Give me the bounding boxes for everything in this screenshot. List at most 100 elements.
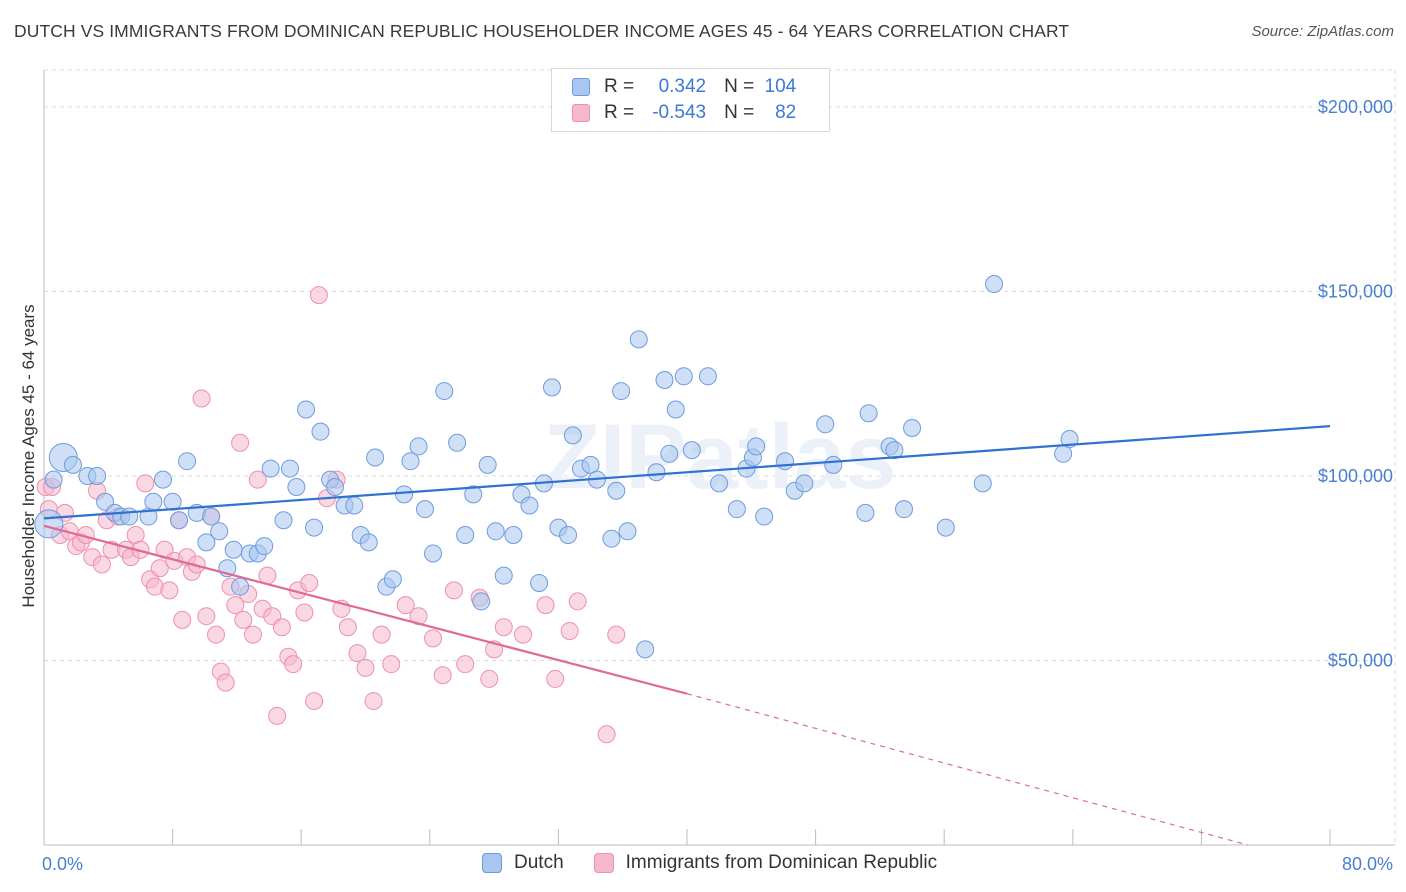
bottom-legend-swatch-dominican: [593, 853, 614, 873]
data-point-dutch: [504, 526, 523, 544]
data-point-dutch: [795, 474, 814, 493]
data-point-dutch: [231, 577, 250, 596]
data-point-dutch: [698, 367, 717, 386]
data-point-dominican: [243, 625, 262, 644]
data-point-dominican: [207, 625, 226, 644]
data-point-dutch: [478, 455, 497, 474]
data-point-dutch: [559, 526, 578, 544]
data-point-dutch: [607, 481, 626, 500]
data-point-dominican: [338, 618, 357, 637]
data-point-dominican: [136, 474, 155, 493]
data-point-dutch: [486, 522, 505, 541]
data-point-dutch: [985, 275, 1004, 294]
data-point-dutch: [973, 474, 992, 493]
data-point-dominican: [480, 669, 499, 688]
legend-row-dominican: R = -0.543 N = 82: [572, 101, 796, 125]
data-point-dutch: [936, 518, 955, 537]
data-point-dutch: [280, 459, 299, 478]
data-point-dominican: [216, 673, 235, 692]
data-point-dutch: [674, 367, 693, 386]
data-point-dutch: [747, 437, 766, 456]
data-point-dutch: [297, 400, 316, 419]
axes: [43, 70, 1395, 846]
data-point-dutch: [305, 518, 324, 537]
data-point-dutch: [120, 507, 139, 526]
data-point-dominican: [396, 596, 415, 615]
y-axis-title: Householder Income Ages 45 - 64 years: [19, 304, 38, 607]
watermark: ZIPatlas: [544, 406, 897, 508]
data-point-dominican: [173, 610, 192, 629]
data-point-dutch: [1060, 430, 1079, 449]
legend: R = 0.342 N = 104 R = -0.543 N = 82: [551, 68, 830, 132]
trend-line-dominican: [43, 524, 688, 695]
x-tick-labels: 0.0% 80.0%: [42, 854, 1393, 874]
data-point-dutch: [655, 371, 674, 389]
chart-title: DUTCH VS IMMIGRANTS FROM DOMINICAN REPUB…: [14, 21, 1070, 41]
data-point-dominican: [372, 625, 391, 644]
data-point-dutch: [464, 485, 483, 504]
data-point-dutch: [636, 640, 655, 659]
data-point-dominican: [514, 625, 533, 644]
y-tick-label: $50,000: [1328, 650, 1393, 670]
data-point-dutch: [618, 522, 637, 541]
data-point-dutch: [383, 570, 402, 589]
data-point-dutch: [727, 500, 746, 519]
data-point-dominican: [150, 559, 169, 578]
data-point-dutch: [435, 382, 454, 401]
data-point-dominican: [305, 692, 324, 711]
data-point-dominican: [295, 603, 314, 622]
data-point-dominican: [597, 725, 616, 744]
data-point-dutch: [710, 474, 729, 493]
data-point-dominican: [272, 618, 291, 637]
data-point-dutch: [895, 500, 914, 519]
bottom-legend: Dutch Immigrants from Dominican Republic: [482, 852, 967, 874]
data-point-dutch: [530, 573, 549, 592]
source-label: Source: ZipAtlas.com: [1251, 23, 1394, 40]
bottom-legend-item-dutch: Dutch: [482, 852, 564, 874]
legend-n-value: 82: [775, 102, 797, 123]
data-point-dominican: [433, 666, 452, 685]
data-point-dutch: [424, 544, 443, 563]
data-point-dutch: [366, 448, 385, 467]
legend-row-dutch: R = 0.342 N = 104: [572, 75, 796, 99]
data-point-dutch: [494, 566, 513, 585]
data-point-dutch: [448, 433, 467, 452]
data-point-dutch: [816, 415, 835, 434]
bottom-legend-label-dutch: Dutch: [514, 852, 564, 873]
y-tick-label: $200,000: [1318, 97, 1393, 117]
data-point-dutch: [63, 455, 82, 474]
data-point-dominican: [160, 581, 179, 600]
data-point-dutch: [202, 507, 221, 526]
data-point-dutch: [274, 511, 293, 530]
data-point-dutch: [647, 463, 666, 482]
data-point-dominican: [197, 607, 216, 626]
bottom-legend-label-dominican: Immigrants from Dominican Republic: [625, 852, 938, 873]
data-point-dutch: [472, 592, 491, 611]
bottom-legend-swatch-dutch: [482, 853, 502, 873]
trend-line-dutch: [43, 425, 1331, 520]
data-point-dutch: [287, 478, 306, 497]
data-point-dutch: [311, 422, 330, 441]
data-point-dutch: [163, 492, 182, 511]
data-point-dutch: [44, 470, 63, 489]
data-point-dutch: [255, 537, 274, 556]
data-point-dutch: [409, 437, 428, 456]
data-point-dutch: [144, 492, 163, 511]
data-point-dutch: [170, 511, 189, 530]
data-point-dutch: [885, 441, 904, 460]
data-point-dutch: [345, 496, 364, 515]
data-point-dutch: [682, 441, 701, 460]
data-point-dutch: [563, 426, 582, 445]
data-point-dominican: [560, 621, 579, 640]
legend-swatch-dutch: [572, 78, 590, 96]
data-point-dutch: [88, 466, 107, 485]
data-point-dominican: [444, 581, 463, 600]
data-point-dutch: [824, 455, 843, 474]
data-point-dutch: [629, 330, 648, 349]
data-point-dominican: [92, 555, 111, 574]
data-point-dominican: [494, 618, 513, 637]
data-point-dominican: [268, 706, 287, 725]
data-point-dominican: [348, 644, 367, 663]
legend-n-label: N =: [724, 76, 755, 97]
legend-r-value: 0.342: [658, 76, 707, 97]
